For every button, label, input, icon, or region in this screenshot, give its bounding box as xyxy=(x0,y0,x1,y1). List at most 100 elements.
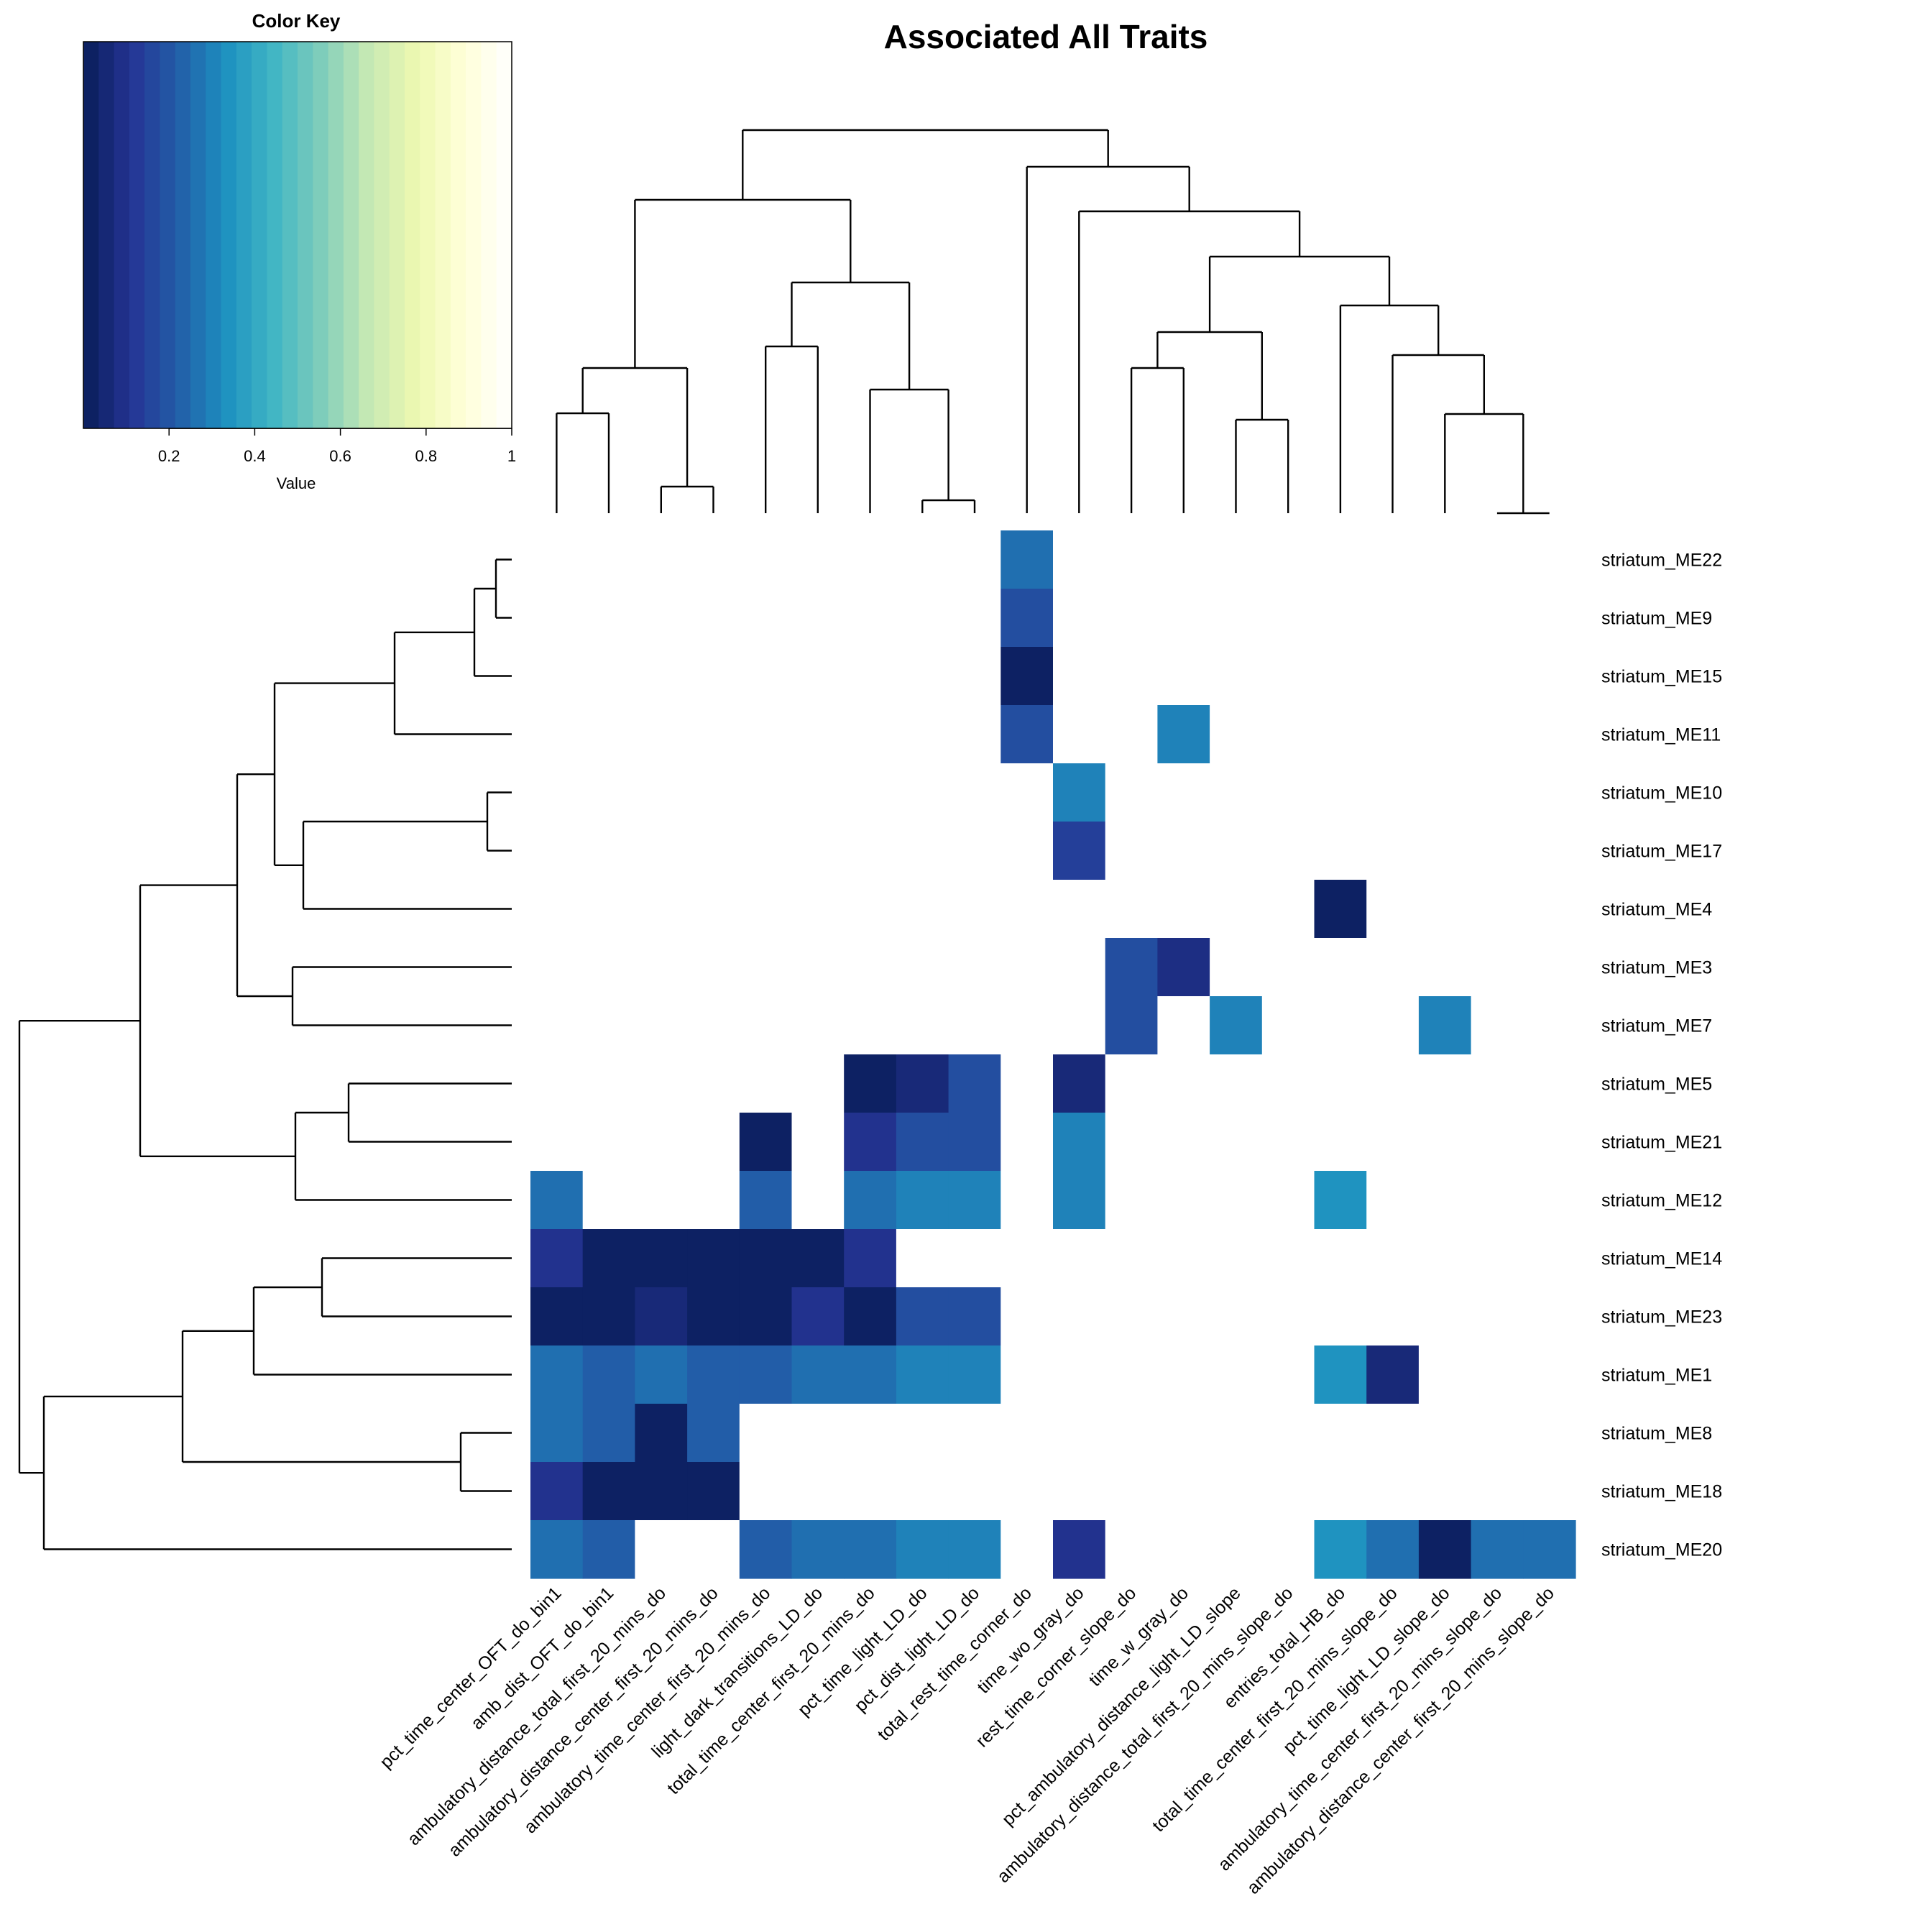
heatmap-cell xyxy=(687,530,740,589)
heatmap-cell xyxy=(635,1171,688,1230)
heatmap-cell xyxy=(1471,1171,1524,1230)
heatmap-cell xyxy=(1418,996,1472,1055)
heatmap-cell xyxy=(635,1229,688,1288)
chart-title: Associated All Traits xyxy=(884,18,1208,55)
heatmap-cell xyxy=(1366,1287,1420,1346)
color-key-strip xyxy=(160,42,176,428)
heatmap-cell xyxy=(791,1462,845,1521)
heatmap-cell xyxy=(1261,705,1315,764)
heatmap-cell xyxy=(1418,1113,1472,1172)
heatmap-cell xyxy=(948,1171,1001,1230)
heatmap-cell xyxy=(1418,763,1472,822)
heatmap-cell xyxy=(1523,938,1576,997)
heatmap-cell xyxy=(1210,589,1263,648)
heatmap-cell xyxy=(1053,1520,1106,1579)
heatmap-cell xyxy=(1471,938,1524,997)
heatmap-cell xyxy=(1314,1113,1367,1172)
heatmap-cell xyxy=(1210,763,1263,822)
color-key-tick-label: 1 xyxy=(507,447,516,465)
heatmap-cell xyxy=(1000,880,1054,939)
heatmap-cell xyxy=(1157,1113,1210,1172)
heatmap-cell xyxy=(1471,705,1524,764)
row-label: striatum_ME10 xyxy=(1601,783,1722,804)
heatmap-cell xyxy=(1000,1229,1054,1288)
heatmap-cell xyxy=(1471,647,1524,706)
heatmap-cell xyxy=(948,763,1001,822)
heatmap-cell xyxy=(1366,589,1420,648)
heatmap-cell xyxy=(687,1054,740,1113)
column-label: total_time_center_first_20_mins_slope_do xyxy=(1149,1583,1402,1836)
heatmap-cell xyxy=(582,763,635,822)
heatmap-cell xyxy=(1366,763,1420,822)
heatmap-cell xyxy=(1366,1520,1420,1579)
heatmap-cell xyxy=(948,1346,1001,1404)
heatmap-cell xyxy=(739,1171,793,1230)
heatmap-cell xyxy=(1105,705,1158,764)
heatmap-cell xyxy=(1210,1171,1263,1230)
heatmap-cell xyxy=(1366,1171,1420,1230)
heatmap-cell xyxy=(1053,589,1106,648)
heatmap-cell xyxy=(1053,1229,1106,1288)
heatmap-cell xyxy=(1105,1113,1158,1172)
color-key-strip xyxy=(236,42,252,428)
heatmap-cell xyxy=(948,1404,1001,1463)
heatmap-cell xyxy=(844,1054,897,1113)
heatmap-cell xyxy=(1105,822,1158,880)
heatmap-cell xyxy=(635,705,688,764)
heatmap-cell xyxy=(1471,1346,1524,1404)
heatmap-cell xyxy=(1157,938,1210,997)
heatmap-cell xyxy=(1000,1404,1054,1463)
heatmap-cell xyxy=(1000,1113,1054,1172)
color-key-strip xyxy=(267,42,283,428)
heatmap-cell xyxy=(739,705,793,764)
heatmap-cell xyxy=(687,1287,740,1346)
heatmap-cells xyxy=(530,530,1576,1579)
heatmap-cell xyxy=(530,822,584,880)
heatmap-cell xyxy=(1523,763,1576,822)
heatmap-cell xyxy=(687,822,740,880)
heatmap-cell xyxy=(791,1113,845,1172)
heatmap-cell xyxy=(1366,1054,1420,1113)
row-label: striatum_ME15 xyxy=(1601,667,1722,687)
color-key-strip xyxy=(114,42,130,428)
heatmap-cell xyxy=(791,1229,845,1288)
heatmap-cell xyxy=(896,705,949,764)
heatmap-cell xyxy=(530,1462,584,1521)
heatmap-cell xyxy=(530,1054,584,1113)
heatmap-cell xyxy=(739,530,793,589)
heatmap-cell xyxy=(1366,1229,1420,1288)
heatmap-cell xyxy=(687,1171,740,1230)
heatmap-cell xyxy=(1261,1462,1315,1521)
heatmap-cell xyxy=(844,938,897,997)
heatmap-cell xyxy=(530,938,584,997)
color-key-strip xyxy=(83,42,99,428)
heatmap-cell xyxy=(1314,1520,1367,1579)
heatmap-cell xyxy=(1261,530,1315,589)
heatmap-cell xyxy=(948,1054,1001,1113)
heatmap-cell xyxy=(687,589,740,648)
heatmap-cell xyxy=(1210,1462,1263,1521)
heatmap-cell xyxy=(739,1520,793,1579)
heatmap-cell xyxy=(1418,1171,1472,1230)
heatmap-cell xyxy=(530,996,584,1055)
color-key-tick-label: 0.8 xyxy=(415,447,438,465)
heatmap-cell xyxy=(1418,1462,1472,1521)
heatmap-cell xyxy=(1000,1346,1054,1404)
heatmap-cell xyxy=(582,1113,635,1172)
heatmap-cell xyxy=(1314,880,1367,939)
heatmap-cell xyxy=(1210,1520,1263,1579)
heatmap-cell xyxy=(1210,822,1263,880)
color-key-strip xyxy=(298,42,313,428)
heatmap-cell xyxy=(1000,705,1054,764)
row-label: striatum_ME17 xyxy=(1601,842,1722,862)
heatmap-cell xyxy=(948,1229,1001,1288)
heatmap-cell xyxy=(896,1287,949,1346)
heatmap-cell xyxy=(582,996,635,1055)
heatmap-cell xyxy=(1471,589,1524,648)
heatmap-cell xyxy=(582,589,635,648)
heatmap-cell xyxy=(896,880,949,939)
heatmap-cell xyxy=(1157,1229,1210,1288)
row-label: striatum_ME8 xyxy=(1601,1424,1712,1444)
heatmap-cell xyxy=(1523,1287,1576,1346)
